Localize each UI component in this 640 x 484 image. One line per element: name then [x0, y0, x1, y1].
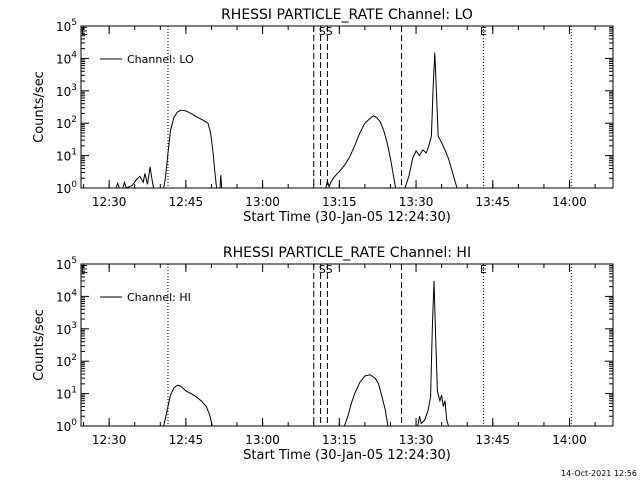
series-line-segment — [219, 175, 223, 189]
chart-title: RHESSI PARTICLE_RATE Channel: HI — [223, 245, 471, 261]
series-line-segment — [163, 109, 218, 189]
y-tick-label: 102 — [56, 353, 77, 369]
y-tick-label: 101 — [56, 386, 77, 402]
plot-frame — [80, 25, 614, 189]
event-marker-label: S — [326, 25, 333, 38]
y-tick-label: 103 — [56, 321, 77, 337]
x-tick-label: 13:15 — [322, 433, 357, 447]
series-line-segment — [404, 52, 458, 189]
event-marker-label: S — [326, 263, 333, 276]
panel-hi-channel: RHESSI PARTICLE_RATE Channel: HI 100 101 10… — [32, 245, 614, 463]
y-tick-label: 104 — [56, 288, 77, 304]
event-marker-label: S — [319, 25, 326, 38]
x-tick-label: 14:00 — [552, 433, 587, 447]
y-axis-label: Counts/sec — [32, 309, 47, 381]
event-marker-label: S — [319, 263, 326, 276]
x-tick-label: 12:45 — [169, 195, 204, 209]
y-axis-label: Counts/sec — [32, 71, 47, 143]
x-tick-label: 13:30 — [399, 433, 434, 447]
series-line-segment — [163, 384, 213, 427]
x-axis-label: Start Time (30-Jan-05 12:24:30) — [243, 210, 451, 225]
x-tick-label: 13:45 — [475, 433, 510, 447]
footer-timestamp: 14-Oct-2021 12:56 — [561, 469, 637, 478]
series-line-segment — [115, 166, 154, 189]
event-marker-label: E — [480, 263, 487, 276]
corner-e-marker: E — [81, 263, 88, 276]
x-tick-label: 13:45 — [475, 195, 510, 209]
y-tick-label: 100 — [56, 180, 77, 196]
y-tick-label: 103 — [56, 83, 77, 99]
x-tick-label: 13:30 — [399, 195, 434, 209]
x-tick-label: 13:00 — [245, 195, 280, 209]
x-tick-label: 14:00 — [552, 195, 587, 209]
y-tick-label: 100 — [56, 418, 77, 434]
y-tick-label: 104 — [56, 50, 77, 66]
legend-entry: Channel: HI — [127, 291, 191, 304]
chart-title: RHESSI PARTICLE_RATE Channel: LO — [221, 7, 473, 23]
panel-lo-channel: RHESSI PARTICLE_RATE Channel: LO 100 101 10… — [32, 7, 614, 225]
x-tick-label: 12:30 — [92, 433, 127, 447]
y-tick-label: 101 — [56, 148, 77, 164]
legend-entry: Channel: LO — [127, 53, 194, 66]
x-tick-label: 13:15 — [322, 195, 357, 209]
corner-e-marker: E — [81, 25, 88, 38]
y-tick-label: 102 — [56, 115, 77, 131]
event-marker-label: E — [480, 25, 487, 38]
x-tick-label: 13:00 — [245, 433, 280, 447]
series-line-segment — [325, 115, 397, 189]
y-tick-label: 105 — [56, 256, 77, 272]
x-tick-label: 12:45 — [169, 433, 204, 447]
series-line-segment — [417, 280, 449, 427]
series-line-segment — [343, 374, 389, 427]
x-axis-label: Start Time (30-Jan-05 12:24:30) — [243, 448, 451, 463]
plot-frame — [80, 263, 614, 427]
x-tick-label: 12:30 — [92, 195, 127, 209]
y-tick-label: 105 — [56, 18, 77, 34]
